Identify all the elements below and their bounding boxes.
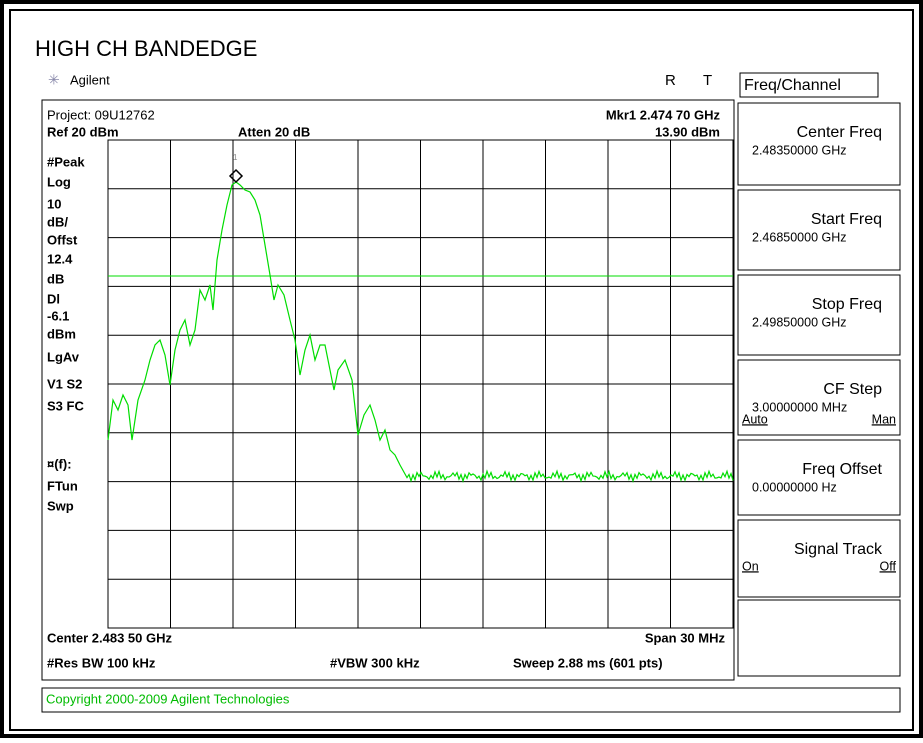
softkey-label: Stop Freq (812, 296, 882, 313)
title: HIGH CH BANDEDGE (35, 36, 257, 61)
indicator: T (703, 72, 712, 89)
side-label: ¤(f): (47, 456, 72, 471)
side-label: 10 (47, 196, 61, 211)
marker-level: 13.90 dBm (655, 124, 720, 139)
side-label: dB/ (47, 214, 68, 229)
softkey-option: Off (880, 559, 897, 573)
ref-level: Ref 20 dBm (47, 124, 119, 139)
softkey-option: Man (872, 412, 896, 426)
side-label: dBm (47, 326, 76, 341)
softkey-label: CF Step (823, 381, 882, 398)
span: Span 30 MHz (645, 630, 726, 645)
menu-title: Freq/Channel (744, 77, 841, 94)
inner-frame (9, 9, 914, 731)
softkey-option: On (742, 559, 759, 573)
softkey (737, 599, 901, 677)
side-label: -6.1 (47, 308, 69, 323)
softkey-value: 2.48350000 GHz (752, 143, 847, 157)
softkey-value: 3.00000000 MHz (752, 400, 847, 414)
side-label: S3 FC (47, 398, 84, 413)
softkey[interactable] (737, 274, 901, 356)
softkey[interactable] (737, 519, 901, 598)
softkey-option: Auto (742, 412, 768, 426)
side-label: V1 S2 (47, 376, 82, 391)
softkey-label: Freq Offset (802, 461, 882, 478)
side-label: Dl (47, 291, 60, 306)
trace (107, 181, 734, 483)
marker-freq: Mkr1 2.474 70 GHz (606, 107, 721, 122)
softkey-label: Center Freq (797, 124, 882, 141)
display (41, 99, 735, 681)
project: Project: 09U12762 (47, 107, 155, 122)
marker-diamond (228, 168, 244, 184)
side-label: dB (47, 271, 64, 286)
atten: Atten 20 dB (238, 124, 310, 139)
side-label: Offst (47, 232, 78, 247)
softkey-label: Start Freq (811, 211, 882, 228)
marker-id: 1 (233, 153, 238, 162)
softkey-value: 2.49850000 GHz (752, 315, 847, 329)
indicator: R (665, 72, 676, 89)
rbw: #Res BW 100 kHz (47, 655, 156, 670)
menu-title-box (739, 72, 879, 98)
brand: Agilent (70, 72, 110, 87)
side-label: FTun (47, 478, 78, 493)
softkey-value: 0.00000000 Hz (752, 480, 837, 494)
softkey[interactable] (737, 102, 901, 186)
center: Center 2.483 50 GHz (47, 630, 173, 645)
vbw: #VBW 300 kHz (330, 655, 420, 670)
side-label: LgAv (47, 349, 80, 364)
softkey[interactable] (737, 439, 901, 516)
side-label: #Peak (47, 154, 85, 169)
sweep: Sweep 2.88 ms (601 pts) (513, 655, 663, 670)
softkey-label: Signal Track (794, 541, 883, 558)
softkey-value: 2.46850000 GHz (752, 230, 847, 244)
side-label: Log (47, 174, 71, 189)
copyright: Copyright 2000-2009 Agilent Technologies (46, 691, 290, 706)
status-bar (41, 687, 901, 713)
logo: ✳ (48, 72, 60, 88)
side-label: 12.4 (47, 251, 73, 266)
softkey[interactable] (737, 189, 901, 271)
softkey[interactable] (737, 359, 901, 436)
side-label: Swp (47, 498, 74, 513)
